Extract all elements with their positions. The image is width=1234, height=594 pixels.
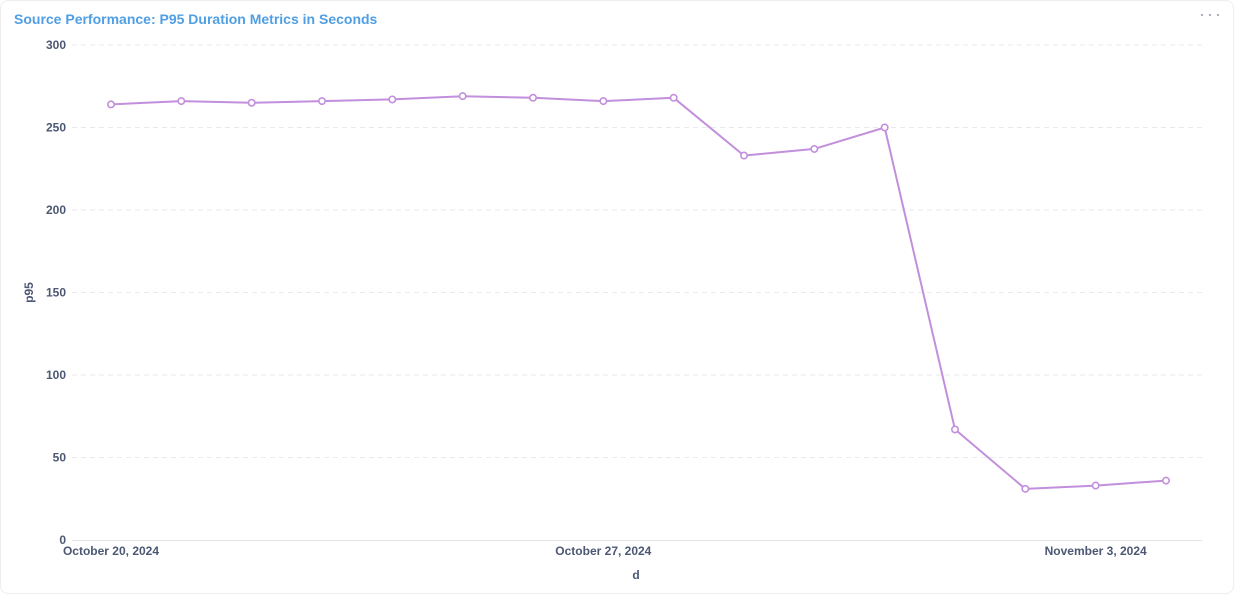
- data-point: [317, 97, 326, 106]
- x-tick-label: October 20, 2024: [63, 544, 159, 558]
- x-tick-label: November 3, 2024: [1045, 544, 1147, 558]
- y-tick-label: 300: [46, 38, 66, 52]
- series-p95: [107, 92, 1171, 493]
- data-point: [458, 92, 467, 101]
- data-point: [599, 97, 608, 106]
- data-point: [1021, 484, 1030, 493]
- menu-dot: [1209, 14, 1211, 16]
- menu-dot: [1217, 14, 1219, 16]
- axes: 0 50 100 150 200 250 300 October 20, 2024 Octobe…: [46, 38, 1202, 558]
- data-point: [177, 97, 186, 106]
- data-point: [739, 151, 748, 160]
- x-tick-label: October 27, 2024: [555, 544, 651, 558]
- data-point: [669, 93, 678, 102]
- menu-dot: [1201, 14, 1203, 16]
- data-point: [528, 93, 537, 102]
- data-point: [247, 98, 256, 107]
- series-line: [110, 95, 1167, 490]
- card-title[interactable]: Source Performance: P95 Duration Metrics…: [14, 11, 378, 27]
- x-axis-title: d: [632, 568, 639, 582]
- data-point: [388, 95, 397, 104]
- y-tick-label: 150: [46, 286, 66, 300]
- data-point: [1162, 476, 1171, 485]
- y-tick-label: 0: [59, 533, 66, 547]
- data-point: [810, 144, 819, 153]
- more-horizontal-icon[interactable]: [1201, 7, 1219, 23]
- y-tick-label: 50: [53, 451, 67, 465]
- data-point: [880, 123, 889, 132]
- y-tick-label: 100: [46, 368, 66, 382]
- data-point: [1091, 481, 1100, 490]
- y-tick-label: 250: [46, 121, 66, 135]
- data-point: [107, 100, 116, 109]
- y-axis-title: p95: [22, 282, 36, 303]
- gridlines: [72, 44, 1202, 458]
- data-point: [950, 425, 959, 434]
- y-tick-label: 200: [46, 203, 66, 217]
